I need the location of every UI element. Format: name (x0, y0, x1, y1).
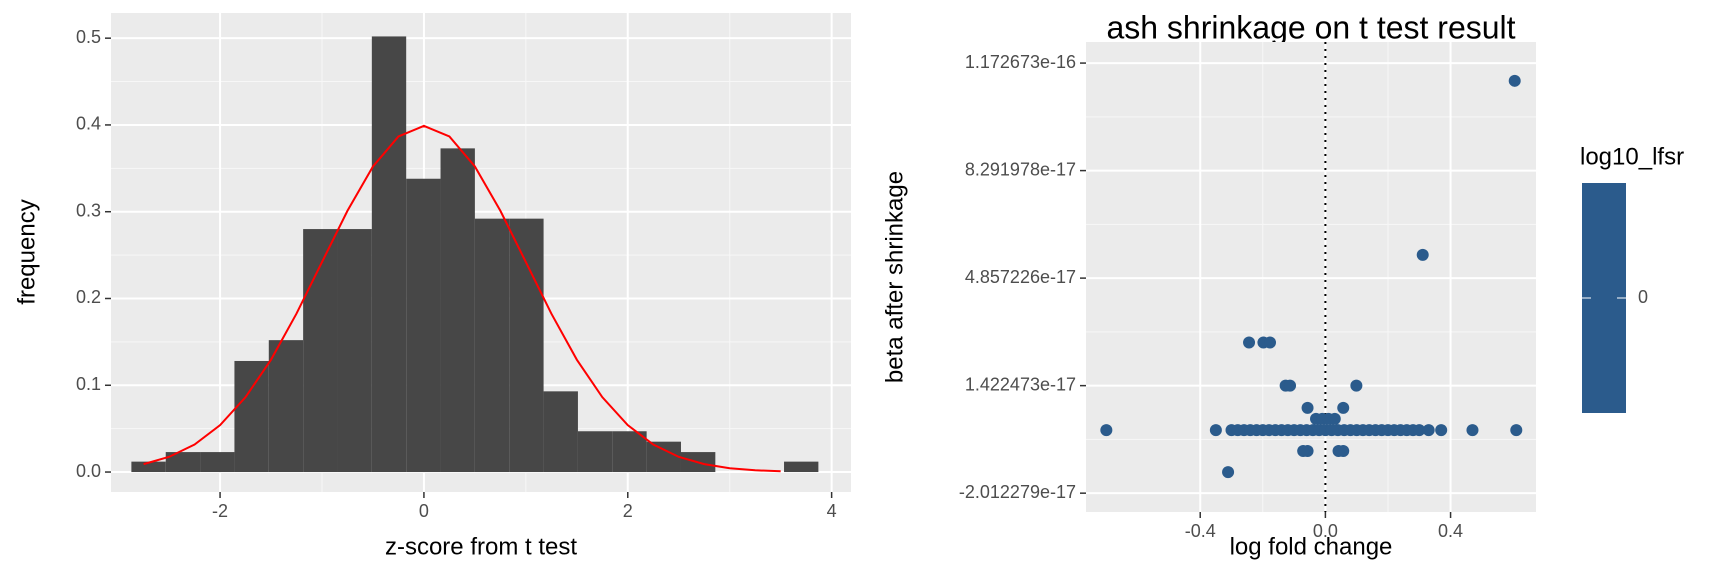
y-tick-label: -2.012279e-17 (959, 482, 1076, 502)
point (1350, 379, 1363, 392)
bar (371, 36, 407, 473)
point (1508, 74, 1521, 87)
point (1435, 424, 1448, 437)
legend-label: 0 (1638, 287, 1648, 307)
bar (577, 431, 613, 473)
bar (337, 229, 372, 473)
x-tick-label: -0.4 (1185, 521, 1216, 541)
point (1328, 412, 1341, 425)
panel (1086, 42, 1536, 512)
y-axis-label: beta after shrinkage (881, 171, 908, 383)
x-axis-label: log fold change (1230, 533, 1393, 560)
density-curve (143, 124, 781, 473)
bar (131, 461, 166, 473)
y-tick-label: 1.172673e-16 (965, 52, 1076, 72)
y-tick-label: 0.2 (76, 287, 101, 307)
bar (784, 461, 819, 473)
point (1466, 424, 1479, 437)
point (1332, 445, 1345, 458)
bar (543, 391, 578, 473)
y-tick-label: 0.3 (76, 200, 101, 220)
point (1510, 424, 1523, 437)
bar (646, 441, 681, 473)
y-tick-label: 0.1 (76, 374, 101, 394)
x-tick-label: 2 (623, 501, 633, 521)
point (1284, 379, 1297, 392)
x-tick-label: 0.0 (1313, 521, 1338, 541)
bar (200, 452, 235, 473)
point (1297, 445, 1310, 458)
chart-title: ash shrinkage on t test result (1106, 9, 1515, 45)
x-tick-label: -2 (212, 501, 228, 521)
y-tick-label: 0.0 (76, 461, 101, 481)
bar (509, 218, 544, 473)
legend-title: log10_lfsr (1580, 143, 1684, 170)
point (1264, 336, 1277, 349)
y-tick-label: 4.857226e-17 (965, 267, 1076, 287)
bar (406, 178, 441, 473)
x-tick-label: 4 (827, 501, 837, 521)
y-tick-label: 1.422473e-17 (965, 374, 1076, 394)
x-axis-label: z-score from t test (385, 533, 577, 560)
bar (440, 148, 475, 473)
x-tick-label: 0 (419, 501, 429, 521)
bar (612, 431, 647, 473)
point (1222, 466, 1235, 479)
bar (165, 452, 201, 473)
y-tick-label: 0.5 (76, 27, 101, 47)
bar (474, 218, 510, 473)
bar (268, 340, 304, 473)
point (1209, 424, 1222, 437)
y-tick-label: 0.4 (76, 114, 101, 134)
y-axis-label: frequency (13, 199, 40, 304)
bar (303, 229, 338, 473)
point (1422, 424, 1435, 437)
point (1413, 424, 1426, 437)
point (1416, 248, 1429, 261)
point (1243, 336, 1256, 349)
point (1301, 401, 1314, 414)
y-tick-label: 8.291978e-17 (965, 159, 1076, 179)
bar (234, 360, 269, 473)
x-tick-label: 0.4 (1438, 521, 1463, 541)
point (1100, 424, 1113, 437)
point (1337, 401, 1350, 414)
